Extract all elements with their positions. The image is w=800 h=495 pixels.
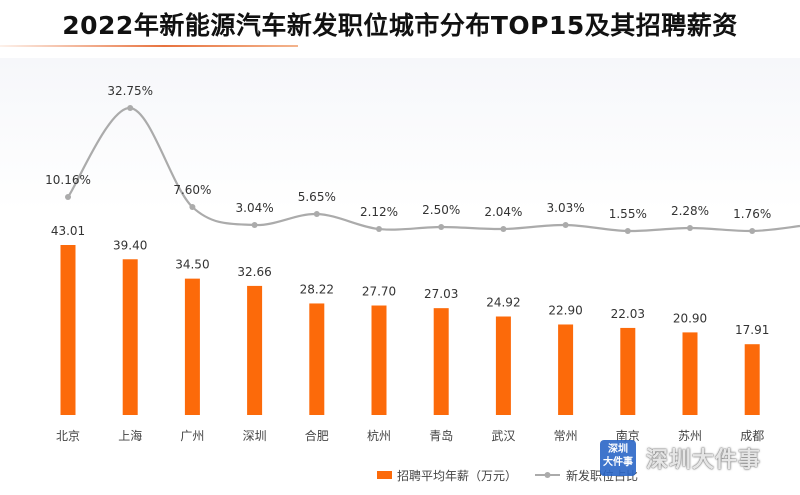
x-label-武汉: 武汉 bbox=[491, 429, 515, 443]
x-label-合肥: 合肥 bbox=[305, 428, 329, 443]
line-point-上海 bbox=[127, 105, 134, 111]
watermark-logo-line2: 大件事 bbox=[603, 457, 633, 468]
bar-label-常州: 22.90 bbox=[548, 303, 582, 317]
bar-北京 bbox=[60, 245, 76, 415]
bar-南京 bbox=[620, 327, 636, 415]
legend-bar-swatch bbox=[377, 471, 392, 479]
line-label-合肥: 5.65% bbox=[298, 190, 336, 204]
line-point-南京 bbox=[624, 228, 631, 234]
x-label-常州: 常州 bbox=[554, 429, 578, 443]
bar-label-武汉: 24.92 bbox=[486, 296, 520, 310]
watermark-text: 深圳大件事 bbox=[646, 448, 762, 473]
line-label-上海: 32.75% bbox=[107, 84, 153, 98]
bar-广州 bbox=[184, 278, 200, 415]
watermark-logo: 深圳 大件事 bbox=[600, 440, 636, 476]
x-label-杭州: 杭州 bbox=[367, 428, 391, 443]
line-label-广州: 7.60% bbox=[173, 183, 211, 197]
bar-label-广州: 34.50 bbox=[175, 258, 209, 272]
bar-label-深圳: 32.66 bbox=[237, 265, 271, 279]
watermark-logo-line1: 深圳 bbox=[608, 444, 628, 455]
bar-合肥 bbox=[309, 303, 325, 415]
line-point-武汉 bbox=[500, 226, 507, 232]
line-point-常州 bbox=[562, 222, 569, 228]
line-series bbox=[67, 106, 800, 233]
line-point-北京 bbox=[65, 194, 71, 200]
legend-bar-label: 招聘平均年薪（万元） bbox=[397, 469, 517, 483]
title-underline bbox=[0, 45, 298, 47]
line-label-杭州: 2.12% bbox=[360, 205, 398, 219]
bar-label-苏州: 20.90 bbox=[673, 311, 707, 325]
line-point-青岛 bbox=[438, 224, 445, 230]
bar-杭州 bbox=[371, 305, 387, 415]
bar-label-青岛: 27.03 bbox=[424, 287, 458, 301]
bar-label-合肥: 28.22 bbox=[300, 282, 334, 296]
bar-label-北京: 43.01 bbox=[51, 224, 85, 238]
bar-label-成都: 17.91 bbox=[735, 323, 769, 337]
bar-深圳 bbox=[247, 285, 263, 415]
watermark: 深圳 大件事 深圳大件事 bbox=[600, 440, 761, 476]
x-axis-tick-labels: 北京 上海 广州 深圳 合肥 杭州 青岛 武汉 常州 南京 苏州 成都 bbox=[56, 428, 764, 443]
line-points bbox=[65, 105, 756, 234]
legend: 招聘平均年薪（万元） 新发职位占比 bbox=[377, 468, 638, 483]
bar-label-南京: 22.03 bbox=[611, 307, 645, 321]
x-label-广州: 广州 bbox=[180, 429, 204, 443]
line-label-成都: 1.76% bbox=[733, 207, 771, 221]
bar-label-上海: 39.40 bbox=[113, 238, 147, 252]
line-value-labels: 10.16% 32.75% 7.60% 3.04% 5.65% 2.12% 2.50% 2.0… bbox=[45, 84, 771, 221]
line-label-北京: 10.16% bbox=[45, 173, 91, 187]
bar-value-labels: 43.01 39.40 34.50 32.66 28.22 27.70 27.03 24.92… bbox=[51, 224, 770, 337]
bar-label-杭州: 27.70 bbox=[362, 285, 396, 299]
x-label-深圳: 深圳 bbox=[243, 429, 267, 443]
line-point-广州 bbox=[189, 204, 196, 210]
x-label-北京: 北京 bbox=[56, 429, 80, 443]
bar-青岛 bbox=[433, 308, 449, 415]
chart-title: 2022年新能源汽车新发职位城市分布TOP15及其招聘薪资 bbox=[62, 11, 738, 40]
bar-苏州 bbox=[682, 332, 698, 415]
bar-上海 bbox=[122, 259, 138, 415]
legend-line-marker bbox=[544, 472, 551, 478]
line-point-成都 bbox=[749, 228, 756, 234]
bar-常州 bbox=[558, 324, 574, 415]
x-label-青岛: 青岛 bbox=[429, 428, 453, 443]
line-point-杭州 bbox=[376, 226, 382, 232]
line-label-深圳: 3.04% bbox=[236, 201, 274, 215]
bar-series bbox=[60, 245, 760, 415]
x-label-南京: 南京 bbox=[616, 428, 640, 443]
line-label-苏州: 2.28% bbox=[671, 204, 709, 218]
bar-武汉 bbox=[495, 316, 511, 415]
line-point-深圳 bbox=[251, 222, 258, 228]
x-label-成都: 成都 bbox=[740, 429, 764, 443]
line-label-南京: 1.55% bbox=[609, 207, 647, 221]
line-label-青岛: 2.50% bbox=[422, 203, 460, 217]
x-label-苏州: 苏州 bbox=[678, 429, 702, 443]
line-label-常州: 3.03% bbox=[547, 201, 585, 215]
bar-成都 bbox=[744, 344, 760, 415]
line-point-苏州 bbox=[687, 225, 693, 231]
line-label-武汉: 2.04% bbox=[484, 205, 522, 219]
x-label-上海: 上海 bbox=[118, 428, 142, 443]
line-point-合肥 bbox=[313, 211, 320, 217]
